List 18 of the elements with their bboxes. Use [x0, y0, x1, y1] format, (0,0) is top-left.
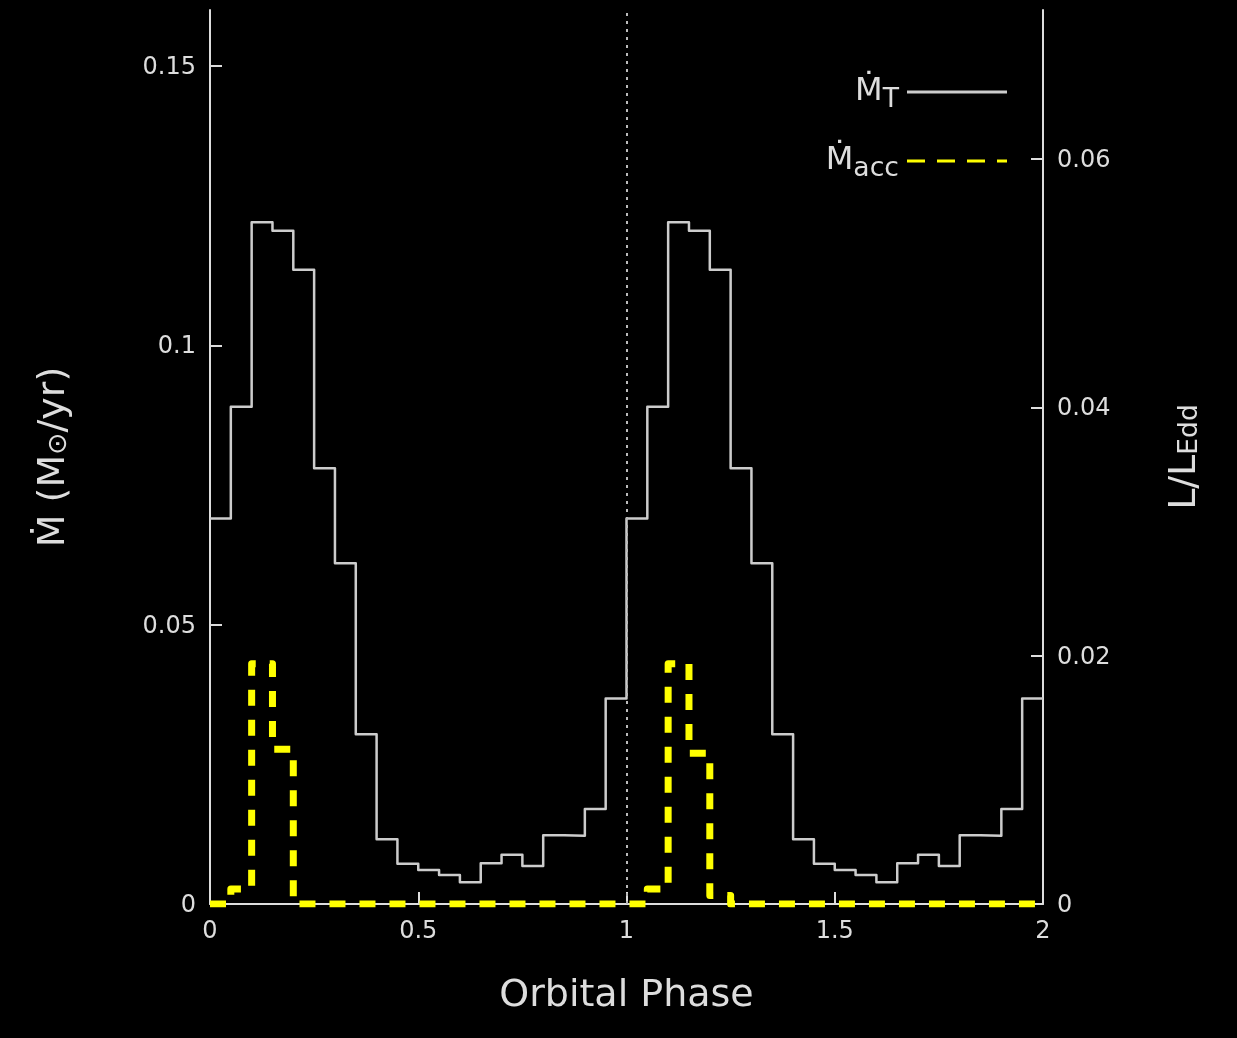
x-tick-label: 1	[618, 916, 635, 944]
y2-tick-label: 0.02	[1057, 641, 1111, 670]
y2-tick-label: 0.04	[1057, 393, 1111, 422]
x-axis-title: Orbital Phase	[499, 971, 754, 1015]
y-tick-label: 0	[180, 890, 196, 918]
y-tick-label: 0.1	[157, 331, 196, 360]
x-tick-label: 1.5	[815, 916, 854, 944]
legend-label: Ṁ$_{T}$	[855, 70, 899, 114]
x-tick-label: 2	[1035, 916, 1051, 944]
y-tick-label: 0.15	[142, 51, 196, 80]
legend-label: Ṁ$_{acc}$	[825, 139, 899, 183]
y2-tick-label: 0.06	[1057, 145, 1111, 173]
x-tick-label: 0	[202, 916, 218, 944]
y2-axis-title: L/LEdd	[1160, 404, 1204, 510]
x-tick-label: 0.5	[399, 916, 438, 944]
y-tick-label: 0.05	[142, 610, 196, 639]
y2-tick-label: 0	[1057, 890, 1073, 918]
y-axis-title: Ṁ (M⊙/yr)	[29, 366, 73, 548]
